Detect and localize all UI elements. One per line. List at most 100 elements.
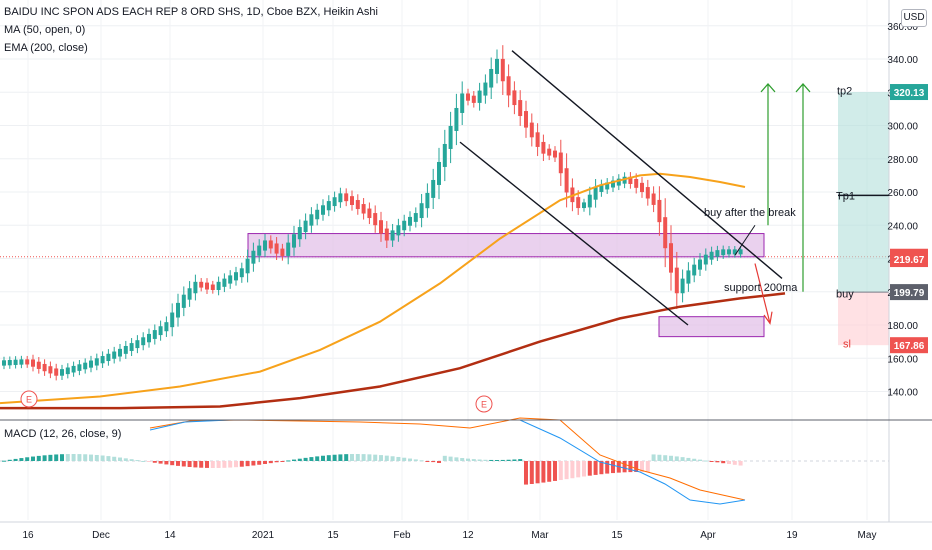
macd-histogram-bar [500,459,505,461]
time-tick-label: 19 [786,530,798,541]
macd-signal-line [149,417,746,501]
target-zone [838,92,889,293]
macd-histogram-bar [106,456,111,461]
macd-legend[interactable]: MACD (12, 26, close, 9) [4,428,122,440]
macd-histogram-bar [715,461,720,463]
symbol-legend[interactable]: BAIDU INC SPON ADS EACH REP 8 ORD SHS, 1… [4,6,378,18]
candle-body [297,227,302,240]
macd-histogram-bar [257,461,262,465]
macd-histogram-bar [216,461,221,468]
chart-candles [2,45,743,381]
macd-histogram-bar [210,461,215,468]
candle-body [605,182,610,190]
macd-histogram-bar [7,459,12,461]
candle-body [587,194,592,208]
candle-body [599,184,604,192]
macd-histogram-bar [425,461,430,462]
candle-body [674,267,679,294]
candle-body [2,360,6,366]
candle-body [408,216,412,226]
candle-body [25,359,30,365]
macd-histogram-bar [350,454,354,461]
macd-histogram-bar [303,457,308,461]
candle-body [89,360,93,368]
macd-histogram-bar [651,454,656,461]
currency-badge[interactable]: USD [901,9,927,27]
candle-body [645,187,650,199]
ma-legend[interactable]: MA (50, open, 0) [4,24,86,36]
macd-histogram-bar [390,456,395,461]
candle-body [524,111,528,128]
candle-body [576,197,581,209]
macd-histogram-bar [286,460,291,462]
macd-histogram-bar [164,461,169,465]
macd-histogram-bar [13,458,18,461]
candle-body [379,220,383,234]
macd-histogram-bar [170,461,175,466]
candle-body [663,217,668,249]
macd-histogram-bar [147,461,151,462]
price-tick-label: 160.00 [887,354,918,365]
candle-body [483,82,488,96]
price-tick-label: 260.00 [887,188,918,199]
macd-histogram-bar [205,461,209,468]
candle-body [263,240,267,251]
price-label-text: 199.79 [894,288,925,299]
candle-body [158,326,163,336]
candle-body [738,249,743,255]
macd-histogram-bar [89,454,93,461]
ema-legend[interactable]: EMA (200, close) [4,42,88,54]
break-pointer-line [734,224,756,256]
candle-body [500,58,505,82]
ma-50-line [0,172,746,405]
macd-histogram-bar [727,461,731,465]
macd-histogram-bar [292,459,296,461]
macd-histogram-bar [83,454,88,461]
candle-body [541,141,546,154]
macd-histogram-bar [338,454,343,461]
candle-body [42,363,47,372]
macd-histogram-bar [25,457,30,461]
macd-histogram-bar [315,456,320,461]
candle-body [280,248,285,256]
macd-histogram-bar [553,461,557,481]
macd-histogram-bar [657,454,662,461]
earnings-marker-label: E [26,395,32,405]
macd-histogram-bar [471,459,476,461]
macd-histogram-bar [141,460,146,462]
time-tick-label: 14 [164,530,176,541]
candle-body [367,208,372,219]
target-arrow-head [760,83,776,93]
macd-histogram-bar [152,461,157,463]
price-label-box [890,284,928,301]
macd-histogram-bar [692,458,697,461]
candle-body [692,264,697,276]
earnings-marker [20,390,38,408]
price-tick-label: 140.00 [887,388,918,399]
candle-body [396,225,401,236]
macd-histogram-bar [495,459,499,461]
candle-body [611,180,615,188]
candle-body [286,242,291,256]
macd-histogram-bar [709,461,714,462]
macd-histogram-bar [100,455,105,461]
chart-drawings: buy after the break support 200ma tp2 Tp1 bu… [20,50,889,413]
candle-body [466,93,470,101]
candle-body [442,143,447,167]
ema-200-line [0,292,786,410]
candle-body [529,122,534,138]
candle-body [431,179,436,198]
macd-histogram-bar [367,454,372,461]
candle-body [48,366,53,374]
macd-histogram-bar [605,461,610,474]
candle-body [77,364,82,371]
candle-body [100,356,105,364]
candle-body [123,345,128,354]
candle-body [344,193,349,202]
macd-histogram-bar [384,455,389,461]
price-tick-label: 180.00 [887,321,918,332]
annotation-text: sl [843,338,851,350]
candle-body [222,278,227,287]
candle-body [239,268,244,278]
macd-histogram-bar [541,461,546,483]
